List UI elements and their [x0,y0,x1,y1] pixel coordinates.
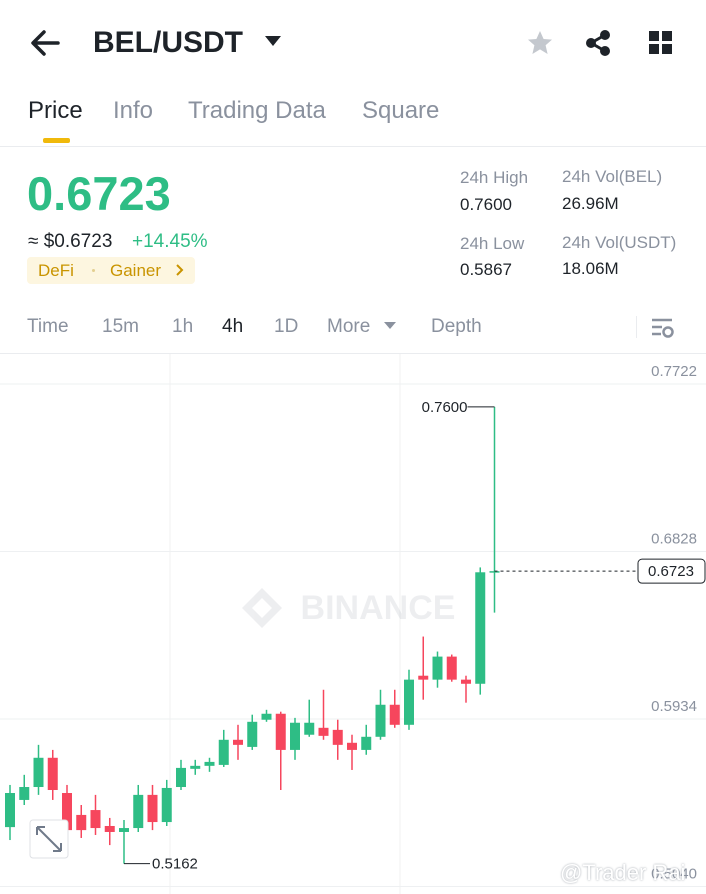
timeframe[interactable]: More [327,316,371,337]
tag-box[interactable] [27,257,195,284]
timeframe[interactable]: 1D [274,316,299,337]
tag-separator [92,269,95,272]
candle-body [375,704,386,737]
stat-label: 24h Low [460,234,525,253]
candle-body [361,736,372,750]
last-price: 0.6723 [27,167,171,220]
timeframe[interactable]: Time [27,316,69,337]
candle-body [233,739,243,745]
candle-body [304,722,315,735]
y-tick-label: 0.6828 [651,530,697,547]
candle-body [332,729,343,745]
candle-body [261,713,272,720]
high-label: 0.7600 [422,399,468,416]
more-icon[interactable] [383,321,397,331]
timeframe[interactable]: 1h [172,316,194,337]
candle-body [432,656,443,680]
tab[interactable]: Trading Data [188,97,326,124]
share-icon[interactable] [584,29,612,57]
stat-value: 0.7600 [460,195,512,214]
candle-body [176,767,186,788]
candle-body [190,765,201,769]
candle-body [76,814,87,831]
author-watermark: @Trader Rai [560,860,686,885]
candle-body [119,828,129,832]
last-price-box [637,558,706,584]
price-change: +14.45% [132,231,208,252]
candle-body [446,656,457,680]
candle-body [47,757,58,791]
candle-body [347,742,357,750]
candle-body [418,675,429,680]
divider [0,353,706,354]
candle-body [218,739,229,765]
stat-label: 24h Vol(BEL) [562,167,663,186]
candle-body [275,713,286,750]
candle-body [90,810,101,829]
candle-body [62,793,72,831]
candle-body [461,679,471,684]
chevron-icon [176,264,184,276]
timeframe[interactable]: 4h [222,316,244,337]
grid-icon[interactable] [648,30,674,56]
brand-text: BINANCE [301,589,456,627]
back-icon[interactable] [28,28,64,58]
tab[interactable]: Square [362,97,440,124]
settings-icon[interactable] [650,316,676,340]
low-label: 0.5162 [152,856,198,873]
divider [636,316,637,338]
stat-label: 24h High [460,168,529,187]
candle-body [475,572,486,684]
candle-body [489,571,500,573]
candle-body [404,679,414,725]
candle-body [290,722,300,750]
tag[interactable]: DeFi [38,261,74,280]
candle-body [389,704,400,725]
candle-body [204,761,215,766]
stat-value: 26.96M [562,194,619,213]
stat-value: 0.5867 [460,260,512,279]
timeframe[interactable]: Depth [431,316,482,337]
usd-price: ≈ $0.6723 [28,231,113,252]
dropdown-icon[interactable] [263,34,283,48]
candle-body [133,794,144,829]
candle-body [318,727,329,736]
timeframe[interactable]: 15m [102,316,139,337]
tab[interactable]: Info [113,97,154,124]
brand-watermark: BINANCE [242,588,455,628]
stat-value: 18.06M [562,259,619,278]
divider [0,146,706,147]
stat-label: 24h Vol(USDT) [562,233,677,252]
y-tick-label: 0.5040 [651,866,697,883]
y-tick-label: 0.7722 [651,363,697,380]
pair-title[interactable]: BEL/USDT [93,26,243,59]
candle-body [5,793,15,828]
candle-body [247,721,258,747]
y-tick-label: 0.5934 [651,698,697,715]
candle-body [33,757,44,788]
candle-body [19,787,30,800]
last-price-label: 0.6723 [648,563,694,580]
expand-icon [36,826,62,852]
candlestick-chart: BINANCE 0.7722 0.6828 0.5934 0.5040 0.7600 0.… [0,354,706,894]
candle-body [161,787,172,823]
star-icon[interactable] [526,29,554,57]
candle-body [104,825,115,832]
tab[interactable]: Price [28,97,83,124]
tag[interactable]: Gainer [110,261,162,280]
tab-indicator [43,138,70,143]
candle-body [147,794,158,823]
